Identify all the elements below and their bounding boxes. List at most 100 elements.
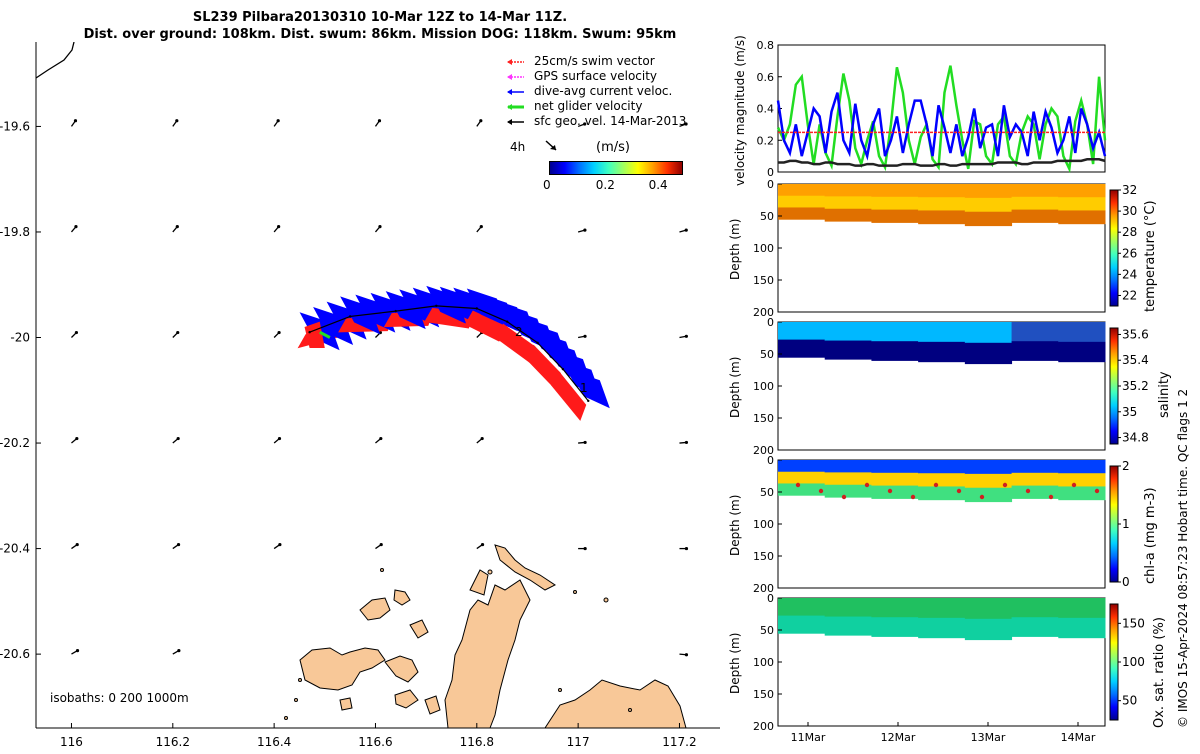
chlorophyll-cell: [1058, 486, 1106, 501]
salinity-cell: [964, 322, 1013, 344]
velocity-series-line: [778, 158, 1106, 167]
oxygen-cell: [824, 616, 872, 636]
key-arrow: [545, 140, 557, 151]
chl-cbar-label: chl-a (mg m-3): [1143, 487, 1158, 584]
chlorophyll-colorbar: [1109, 465, 1119, 583]
geo-velocity-arrow: [70, 225, 78, 233]
geo-velocity-arrow: [71, 542, 79, 550]
geo-velocity-arrow: [577, 228, 587, 233]
geo-velocity-arrow: [578, 334, 587, 339]
time-xtick-label: 11Mar: [791, 731, 826, 744]
salinity-cell: [778, 322, 826, 341]
temperature-colorbar-tick-label: 24: [1122, 267, 1137, 281]
legend-label: GPS surface velocity: [534, 69, 658, 83]
oxygen-ytick-label: 200: [753, 720, 774, 733]
chlorophyll-cell: [778, 471, 826, 484]
chlorophyll-cell: [1011, 485, 1059, 499]
temperature-ylabel: Depth (m): [728, 218, 742, 280]
velocity-series-line: [776, 65, 1107, 174]
chlorophyll-ytick-label: 50: [760, 486, 774, 499]
legend-label: dive-avg current veloc.: [534, 84, 673, 98]
geo-velocity-arrow: [273, 119, 280, 127]
velocity-ytick-label: 0.4: [757, 103, 775, 116]
chl-high-point: [1002, 482, 1008, 488]
geo-velocity-arrow: [273, 542, 282, 550]
temperature-cell: [871, 184, 919, 198]
temperature-cell: [778, 195, 826, 208]
geo-velocity-arrow: [172, 436, 180, 444]
temperature-cell: [1011, 184, 1059, 198]
temperature-cell: [964, 197, 1013, 213]
geo-velocity-arrow: [375, 542, 383, 550]
key-time-label: 4h: [510, 140, 526, 154]
salinity-colorbar-tick-label: 34.8: [1122, 431, 1149, 445]
temperature-cell: [918, 184, 966, 198]
glider-track-point: [308, 331, 311, 334]
oxygen-ytick-label: 150: [753, 688, 774, 701]
geo-velocity-arrow: [577, 122, 587, 128]
northern-coastline: [35, 41, 75, 79]
temperature-colorbar: [1109, 189, 1119, 307]
oxygen-cell: [1058, 617, 1106, 639]
map-xtick-label: 116.4: [257, 735, 291, 749]
oxygen-colorbar: [1109, 603, 1119, 721]
chlorophyll-colorbar-tick-label: 2: [1122, 459, 1130, 473]
temperature-cell: [824, 184, 872, 197]
temperature-cell: [871, 196, 919, 211]
chlorophyll-cell: [1011, 472, 1059, 487]
chl-high-point: [910, 494, 916, 500]
geo-velocity-arrow: [578, 546, 587, 551]
salinity-cell: [1058, 341, 1106, 363]
legend-swatch: [507, 103, 524, 110]
glider-track-point: [394, 309, 397, 313]
salinity-cell: [964, 342, 1013, 365]
chlorophyll-cell: [964, 460, 1013, 475]
salinity-cell: [824, 322, 872, 342]
chlorophyll-cell: [918, 486, 966, 501]
temperature-cell: [871, 209, 919, 223]
net-glider-vector: [319, 330, 331, 339]
temperature-ytick-label: 200: [753, 306, 774, 319]
legend-entry: net glider velocity: [506, 99, 642, 114]
glider-track-point: [435, 304, 438, 308]
chlorophyll-cell: [918, 460, 966, 474]
legend-swatch: [507, 58, 524, 65]
map-xtick-label: 116.8: [460, 735, 494, 749]
swim-vector-swath: [550, 371, 587, 421]
temperature-ytick-label: 50: [760, 210, 774, 223]
oxygen-colorbar-tick-label: 50: [1122, 694, 1137, 708]
oxygen-ytick-label: 50: [760, 624, 774, 637]
temperature-ytick-label: 0: [767, 178, 774, 191]
current-vector-swath: [439, 286, 480, 325]
geo-velocity-arrow: [71, 330, 79, 338]
legend-swatch: [507, 73, 524, 80]
geo-velocity-arrow: [679, 546, 689, 551]
profile-panels: 0 0.2 0.4 0.6 0.8 0 50 100 150 200 32 30 28 26 24 22 0 50…: [700, 0, 1200, 750]
salinity-cell: [778, 339, 826, 358]
legend-entry: dive-avg current veloc.: [506, 84, 672, 99]
chlorophyll-cell: [778, 483, 826, 496]
chl-high-point: [887, 488, 893, 494]
glider-track-point: [348, 315, 352, 318]
legend-label: 25cm/s swim vector: [534, 54, 655, 68]
map-colorbar-tick-label: 0.2: [595, 178, 615, 192]
geo-velocity-arrow: [172, 542, 181, 550]
geostrophic-arrows: [70, 119, 689, 657]
temperature-cell: [1011, 196, 1059, 211]
chlorophyll-cell: [1058, 460, 1106, 474]
geo-velocity-arrow: [679, 122, 688, 128]
swim-vector-swath: [495, 323, 536, 363]
temperature-colorbar-tick-label: 26: [1122, 246, 1137, 260]
colorbar-unit-label: (m/s): [596, 140, 630, 155]
chlorophyll-cell: [778, 460, 826, 473]
title-line-1: SL239 Pilbara20130310 10-Mar 12Z to 14-M…: [192, 10, 568, 25]
geo-velocity-arrow: [172, 119, 179, 127]
velocity-ytick-label: 0.6: [757, 71, 775, 84]
velocity-ytick-label: 0.8: [757, 39, 775, 52]
salinity-colorbar-tick-label: 35.4: [1122, 353, 1149, 367]
time-series-plots: 00.20.40.60.8050100150200323028262422050…: [753, 39, 1149, 744]
map-colorbar-tick-label: 0.4: [648, 178, 668, 192]
current-vector-swath: [313, 306, 354, 345]
temperature-colorbar-tick-label: 32: [1122, 183, 1137, 197]
oxygen-cell: [871, 617, 919, 637]
